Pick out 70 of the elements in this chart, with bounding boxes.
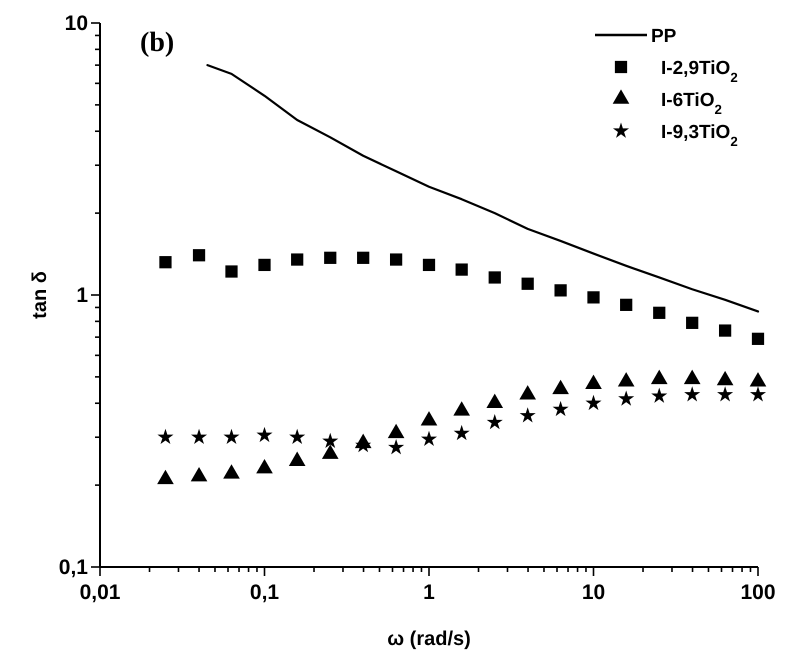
point xyxy=(686,316,698,329)
y-tick-label: 0,1 xyxy=(58,556,88,579)
legend-label: I-9,3TiO$_{2}$ xyxy=(661,122,738,148)
point xyxy=(420,430,438,446)
y-axis-title: tan δ xyxy=(29,271,51,319)
point xyxy=(225,265,238,278)
point xyxy=(486,414,503,430)
point xyxy=(390,253,402,266)
point xyxy=(388,439,404,454)
point xyxy=(422,258,436,272)
point xyxy=(750,372,766,387)
point xyxy=(223,428,240,444)
point xyxy=(650,370,668,384)
point xyxy=(522,278,534,290)
point xyxy=(585,394,602,410)
point xyxy=(258,258,271,272)
point xyxy=(453,401,470,416)
x-tick-label: 0,01 xyxy=(80,581,121,604)
y-tick-label: 10 xyxy=(64,12,88,35)
point xyxy=(324,252,336,264)
point xyxy=(291,253,304,266)
point xyxy=(585,374,602,389)
point xyxy=(718,324,732,337)
point xyxy=(750,386,766,402)
point xyxy=(752,332,764,345)
point xyxy=(157,428,174,444)
point xyxy=(520,407,536,423)
y-tick-label: 1 xyxy=(76,284,88,307)
point xyxy=(288,452,306,466)
point xyxy=(322,444,339,459)
point xyxy=(256,426,273,442)
point xyxy=(651,388,668,403)
point xyxy=(456,263,468,276)
point xyxy=(256,459,273,474)
point xyxy=(519,385,536,400)
point xyxy=(322,432,338,448)
point xyxy=(192,249,206,262)
legend-label: I-6TiO$_{2}$ xyxy=(661,90,722,116)
point xyxy=(552,400,569,416)
point xyxy=(716,370,734,386)
point xyxy=(684,386,700,402)
legend-label: PP xyxy=(651,26,677,47)
x-tick-label: 100 xyxy=(740,581,776,604)
point xyxy=(554,284,567,296)
point xyxy=(552,380,569,394)
x-tick-label: 10 xyxy=(582,581,606,604)
point xyxy=(159,256,172,268)
x-axis-title: ω (rad/s) xyxy=(387,628,471,650)
point xyxy=(587,291,600,304)
point xyxy=(223,464,240,479)
point xyxy=(488,271,501,284)
point xyxy=(191,428,208,444)
point xyxy=(157,470,174,484)
point xyxy=(684,370,701,384)
point xyxy=(454,424,470,440)
point xyxy=(653,306,666,319)
x-tick-label: 1 xyxy=(423,581,436,604)
point xyxy=(717,386,734,402)
x-tick-label: 0,1 xyxy=(250,581,280,604)
chart-title: (b) xyxy=(140,27,174,58)
point xyxy=(357,252,370,264)
point xyxy=(388,424,404,438)
point xyxy=(618,372,635,387)
point xyxy=(620,298,632,311)
point xyxy=(486,394,504,408)
point xyxy=(190,466,208,482)
point xyxy=(420,411,438,426)
point xyxy=(289,428,306,444)
point xyxy=(618,390,634,406)
legend-label: I-2,9TiO$_{2}$ xyxy=(661,58,738,84)
